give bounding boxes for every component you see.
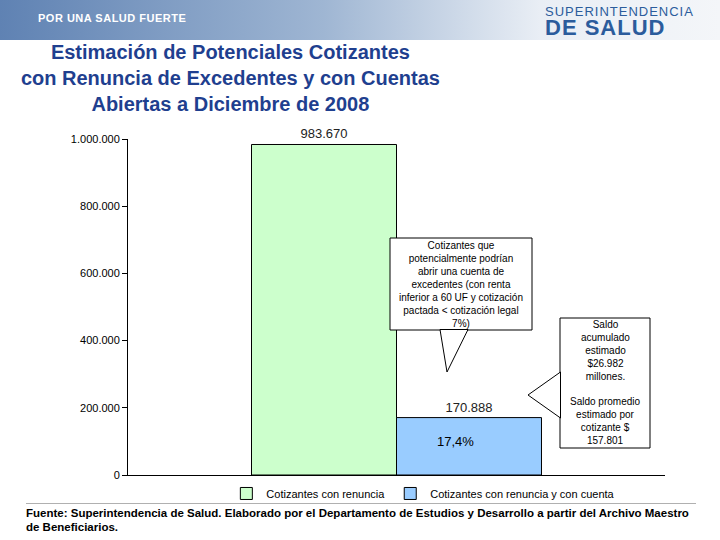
svg-text:Cotizantes con renuncia: Cotizantes con renuncia [266, 488, 385, 500]
svg-text:Estimación de Potenciales Coti: Estimación de Potenciales Cotizantescon … [21, 41, 440, 115]
html-text:DE SALUD: DE SALUD [545, 15, 666, 40]
svg-text:Cotizantes con renuncia y con: Cotizantes con renuncia y con cuenta [430, 488, 614, 500]
svg-text:200.000: 200.000 [80, 402, 120, 414]
html-text:POR UNA SALUD FUERTE: POR UNA SALUD FUERTE [38, 12, 187, 24]
html-text:SUPERINTENDENCIA: SUPERINTENDENCIA [545, 4, 694, 19]
svg-text:Saldoacumuladoestimado$26.982m: Saldoacumuladoestimado$26.982millones. [581, 319, 630, 382]
svg-text:0: 0 [114, 469, 120, 481]
svg-text:170.888: 170.888 [445, 400, 492, 415]
svg-text:800.000: 800.000 [80, 200, 120, 212]
svg-text:600.000: 600.000 [80, 267, 120, 279]
svg-text:Cotizantes quepotencialmente p: Cotizantes quepotencialmente podríanabri… [399, 240, 523, 329]
svg-text:1.000.000: 1.000.000 [71, 133, 120, 145]
svg-text:Saldo promedioestimado porcoti: Saldo promedioestimado porcotizante $157… [570, 396, 640, 446]
svg-text:983.670: 983.670 [301, 126, 348, 141]
html-text:Fuente: Superintendencia de Sa: Fuente: Superintendencia de Salud. Elabo… [26, 507, 689, 533]
svg-text:400.000: 400.000 [80, 334, 120, 346]
svg-text:17,4%: 17,4% [437, 434, 474, 449]
